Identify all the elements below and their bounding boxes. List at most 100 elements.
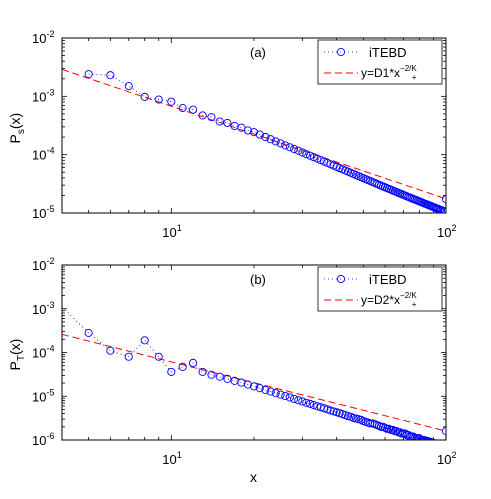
legend-box bbox=[317, 266, 443, 312]
data-point bbox=[379, 422, 388, 431]
y-label-sub: s bbox=[16, 129, 27, 134]
plot-area bbox=[62, 306, 446, 449]
data-point bbox=[306, 399, 315, 408]
data-point bbox=[223, 374, 232, 383]
data-point bbox=[230, 121, 239, 131]
data-point bbox=[178, 362, 187, 371]
x-tick-exp: 1 bbox=[177, 450, 182, 460]
data-point bbox=[434, 439, 438, 440]
x-ticks bbox=[61, 38, 447, 213]
y-tick-label: 10-3 bbox=[32, 300, 54, 317]
x-tick-exp: 2 bbox=[451, 450, 456, 460]
legend: iTEBD y=D2*x−2/K + bbox=[317, 266, 443, 312]
data-point bbox=[435, 205, 444, 213]
y-tick-exp: -4 bbox=[46, 344, 54, 354]
data-point bbox=[309, 153, 318, 162]
y-tick-base: 10 bbox=[32, 89, 46, 104]
data-point bbox=[154, 352, 163, 361]
data-point bbox=[356, 415, 365, 424]
data-point bbox=[435, 441, 442, 448]
y-label-tail: (x) bbox=[7, 113, 23, 129]
data-point bbox=[438, 442, 445, 449]
legend-fit-main: y=D2*x bbox=[361, 293, 400, 307]
data-point bbox=[281, 141, 290, 150]
data-point bbox=[422, 436, 431, 440]
data-point bbox=[154, 95, 163, 104]
data-point bbox=[207, 370, 216, 379]
data-point bbox=[421, 436, 430, 440]
data-point bbox=[207, 113, 216, 122]
data-point bbox=[261, 385, 270, 394]
data-point bbox=[215, 372, 224, 381]
x-tick-label: 101 bbox=[162, 450, 181, 467]
data-point bbox=[140, 336, 149, 345]
legend-label-itebd: iTEBD bbox=[369, 272, 407, 287]
x-tick-base: 10 bbox=[437, 225, 451, 240]
panel-label: (a) bbox=[250, 45, 266, 60]
y-tick-exp: -2 bbox=[46, 29, 54, 39]
data-point bbox=[438, 206, 446, 213]
legend-fit-sup: −2/K bbox=[400, 291, 417, 300]
data-point bbox=[436, 442, 443, 449]
data-point bbox=[167, 97, 176, 106]
data-point bbox=[249, 382, 259, 391]
y-tick-label: 10-5 bbox=[32, 387, 54, 404]
y-label-sub: T bbox=[16, 355, 27, 361]
legend-label-fit: y=D2*x−2/K + bbox=[361, 291, 417, 309]
data-point bbox=[441, 427, 446, 436]
y-tick-base: 10 bbox=[32, 389, 46, 404]
data-point bbox=[215, 117, 224, 126]
legend-fit-sub: + bbox=[412, 300, 417, 309]
data-point bbox=[281, 392, 290, 401]
data-point bbox=[294, 146, 303, 155]
y-tick-label: 10-2 bbox=[32, 29, 54, 46]
data-point bbox=[298, 397, 307, 406]
panel-label: (b) bbox=[250, 272, 266, 287]
data-point bbox=[84, 70, 93, 79]
data-point bbox=[381, 423, 390, 432]
data-point bbox=[124, 82, 133, 91]
data-point bbox=[266, 135, 275, 144]
data-point bbox=[285, 143, 294, 152]
data-point bbox=[84, 328, 93, 337]
x-tick-base: 10 bbox=[162, 225, 176, 240]
data-point bbox=[388, 425, 397, 434]
data-point bbox=[298, 148, 307, 157]
data-point bbox=[243, 126, 252, 135]
data-point bbox=[189, 105, 198, 114]
data-point bbox=[198, 111, 207, 120]
legend-label-itebd: iTEBD bbox=[369, 45, 407, 60]
data-point bbox=[424, 437, 432, 440]
data-point bbox=[198, 367, 207, 376]
y-label-main: P bbox=[7, 361, 23, 370]
data-point bbox=[409, 432, 418, 440]
y-tick-exp: -4 bbox=[46, 146, 54, 156]
data-point bbox=[313, 154, 322, 163]
legend-fit-sub: + bbox=[412, 73, 417, 82]
data-point bbox=[243, 380, 252, 389]
data-point bbox=[376, 422, 386, 431]
x-tick-label: 102 bbox=[437, 223, 456, 240]
data-point bbox=[428, 438, 436, 440]
data-point bbox=[266, 387, 275, 396]
y-tick-label: 10-6 bbox=[32, 431, 54, 448]
data-point bbox=[285, 393, 294, 402]
data-point bbox=[255, 384, 264, 393]
x-tick-label: 101 bbox=[162, 223, 181, 240]
y-tick-exp: -5 bbox=[46, 204, 54, 214]
data-point bbox=[255, 130, 264, 139]
legend-fit-main: y=D1*x bbox=[361, 66, 400, 80]
y-tick-base: 10 bbox=[32, 346, 46, 361]
data-point bbox=[395, 428, 405, 437]
data-point bbox=[261, 132, 270, 142]
data-point bbox=[271, 389, 280, 398]
data-point bbox=[309, 400, 318, 410]
y-tick-label: 10-4 bbox=[32, 344, 54, 361]
y-tick-label: 10-5 bbox=[32, 204, 54, 221]
data-point bbox=[276, 139, 285, 148]
data-point bbox=[432, 439, 438, 440]
legend-label-fit: y=D1*x−2/K + bbox=[361, 64, 417, 82]
y-tick-base: 10 bbox=[32, 206, 46, 221]
